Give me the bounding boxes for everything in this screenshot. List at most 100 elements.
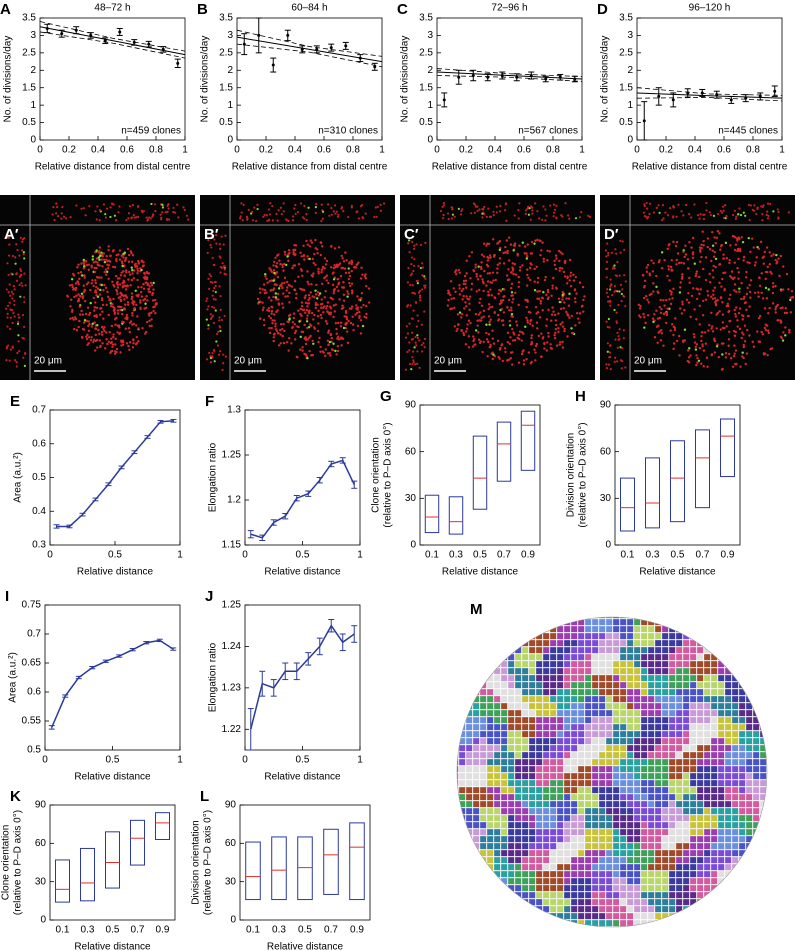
cell — [654, 674, 662, 682]
nucleus — [306, 255, 309, 258]
cell — [535, 786, 543, 794]
cell — [710, 723, 718, 731]
nucleus — [304, 301, 308, 305]
nucleus — [348, 274, 352, 278]
nucleus — [768, 263, 772, 266]
nucleus — [100, 258, 104, 261]
cell — [479, 744, 487, 752]
nucleus — [693, 341, 697, 344]
box — [695, 429, 710, 509]
nucleus — [554, 319, 558, 322]
nucleus — [94, 301, 97, 304]
nucleus — [509, 271, 513, 274]
nucleus — [712, 264, 715, 268]
nucleus — [321, 217, 324, 220]
cell — [654, 779, 662, 787]
x-tick-label: 0.3 — [646, 550, 660, 561]
nucleus — [725, 256, 729, 260]
nucleus — [143, 271, 146, 275]
nucleus — [789, 298, 792, 302]
cell — [500, 779, 508, 787]
nucleus — [275, 310, 278, 314]
cell — [724, 723, 732, 731]
nucleus — [359, 319, 363, 322]
nucleus — [561, 295, 564, 298]
nucleus — [107, 248, 110, 252]
nucleus — [12, 292, 15, 295]
nucleus — [283, 262, 286, 266]
nucleus — [137, 285, 140, 289]
nucleus — [137, 259, 140, 263]
nucleus — [69, 317, 72, 320]
annotation: n=310 clones — [318, 126, 378, 137]
cell — [759, 695, 767, 703]
cell — [647, 653, 655, 661]
nucleus — [335, 327, 338, 331]
cell — [633, 688, 641, 696]
nucleus — [682, 214, 685, 217]
nucleus — [691, 287, 695, 290]
box — [520, 410, 536, 471]
nucleus — [791, 296, 795, 299]
cell — [486, 681, 494, 689]
cell — [563, 723, 571, 731]
nucleus — [465, 305, 468, 308]
cell — [465, 667, 473, 675]
nucleus — [342, 326, 346, 330]
nucleus — [120, 260, 124, 263]
nucleus — [410, 317, 414, 320]
cell — [689, 639, 697, 647]
cell — [584, 744, 592, 752]
cell — [507, 625, 515, 633]
nucleus — [119, 351, 122, 354]
clone-map — [457, 617, 767, 927]
cell — [598, 793, 606, 801]
nucleus — [307, 326, 311, 329]
nucleus — [15, 272, 18, 275]
nucleus — [609, 285, 612, 288]
nucleus — [69, 305, 72, 308]
nucleus — [92, 296, 95, 300]
cell — [521, 723, 529, 731]
cell — [479, 632, 487, 640]
cell — [500, 772, 508, 780]
nucleus — [730, 276, 733, 279]
nucleus — [620, 300, 623, 303]
nucleus — [118, 332, 121, 336]
nucleus — [729, 319, 732, 323]
nucleus — [98, 339, 102, 342]
nucleus — [419, 243, 423, 247]
nucleus — [418, 296, 422, 299]
cell — [605, 632, 613, 640]
cell — [731, 639, 739, 647]
cell — [591, 786, 599, 794]
cell — [479, 821, 487, 829]
nucleus — [213, 286, 216, 290]
nucleus — [338, 298, 341, 301]
nucleus — [525, 358, 528, 361]
nucleus — [136, 271, 139, 275]
error-bar — [293, 495, 300, 502]
nucleus — [623, 248, 626, 251]
nucleus — [516, 336, 519, 340]
cell — [647, 681, 655, 689]
y-tick-label: 0.7 — [32, 405, 46, 416]
nucleus — [11, 321, 14, 324]
cell — [682, 716, 690, 724]
nucleus — [342, 260, 346, 263]
nucleus — [117, 253, 120, 256]
nucleus — [87, 263, 91, 266]
cell — [738, 730, 746, 738]
error-bar — [328, 619, 335, 633]
nucleus — [94, 279, 97, 282]
nucleus — [81, 313, 85, 316]
nucleus — [531, 209, 534, 212]
nucleus — [297, 263, 301, 266]
cell — [710, 688, 718, 696]
nucleus — [545, 214, 548, 217]
cell — [647, 702, 655, 710]
nucleus — [416, 282, 419, 285]
cell — [745, 772, 753, 780]
cell — [521, 744, 529, 752]
cell — [647, 667, 655, 675]
